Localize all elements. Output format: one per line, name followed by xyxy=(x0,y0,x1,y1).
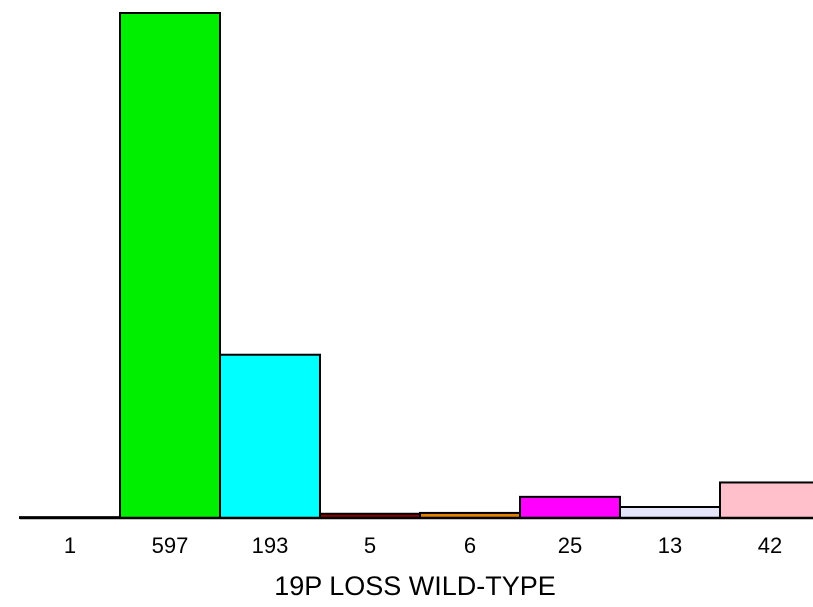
x-tick-label: 597 xyxy=(152,533,189,558)
bar-25 xyxy=(519,495,621,520)
x-tick-label: 25 xyxy=(558,533,582,558)
tick-labels-layer: 1 597 193 5 6 25 13 42 xyxy=(64,533,782,558)
bar-597 xyxy=(119,12,221,519)
bar-42 xyxy=(719,481,813,519)
x-tick-label: 6 xyxy=(464,533,476,558)
x-tick-label: 1 xyxy=(64,533,76,558)
x-tick-label: 13 xyxy=(658,533,682,558)
bars-layer xyxy=(19,12,813,520)
x-tick-label: 5 xyxy=(364,533,376,558)
bar-193 xyxy=(219,353,321,519)
x-axis-title: 19P LOSS WILD-TYPE xyxy=(274,571,556,601)
x-tick-label: 193 xyxy=(252,533,289,558)
bar-13 xyxy=(619,506,721,520)
x-tick-label: 42 xyxy=(758,533,782,558)
